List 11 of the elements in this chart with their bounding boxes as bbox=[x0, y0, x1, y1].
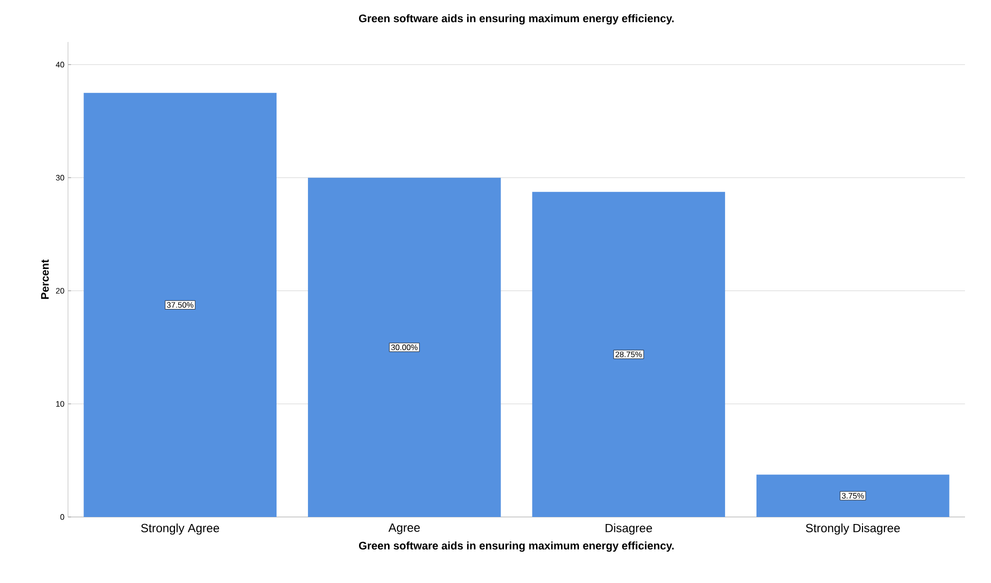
x-tick-label: Disagree bbox=[606, 524, 652, 535]
bar bbox=[308, 178, 501, 517]
x-tick-label: Strongly Agree bbox=[141, 524, 220, 535]
x-tick-label: Strongly Disagree bbox=[806, 524, 900, 535]
x-tick-label: Agree bbox=[388, 524, 420, 534]
y-axis-title: Percent bbox=[41, 260, 49, 299]
bar bbox=[532, 192, 726, 517]
x-axis-title: Green software aids in ensuring maximum energy efficiency. bbox=[359, 541, 674, 552]
bar bbox=[84, 92, 277, 517]
bar bbox=[756, 474, 950, 517]
chart-title: Green software aids in ensuring maximum energy efficiency. bbox=[359, 14, 674, 24]
